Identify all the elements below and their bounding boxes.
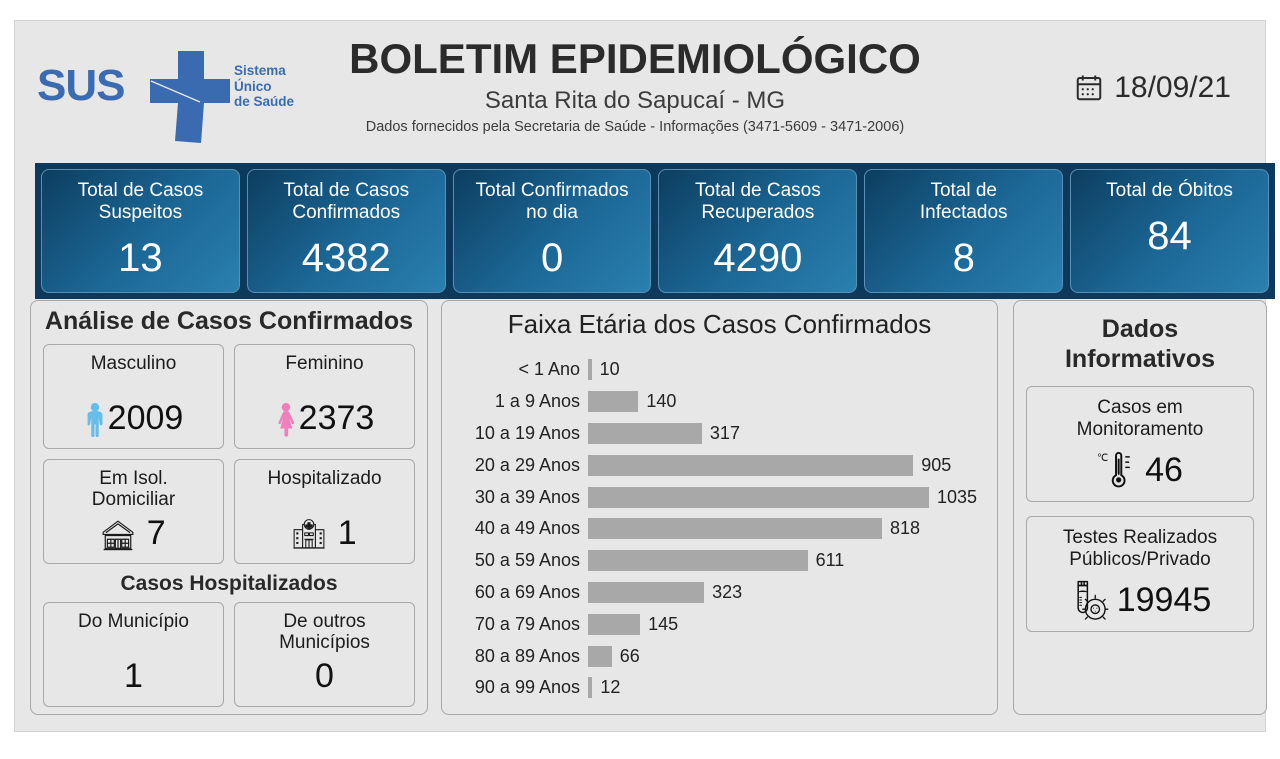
svg-text:℃: ℃	[1097, 453, 1108, 464]
